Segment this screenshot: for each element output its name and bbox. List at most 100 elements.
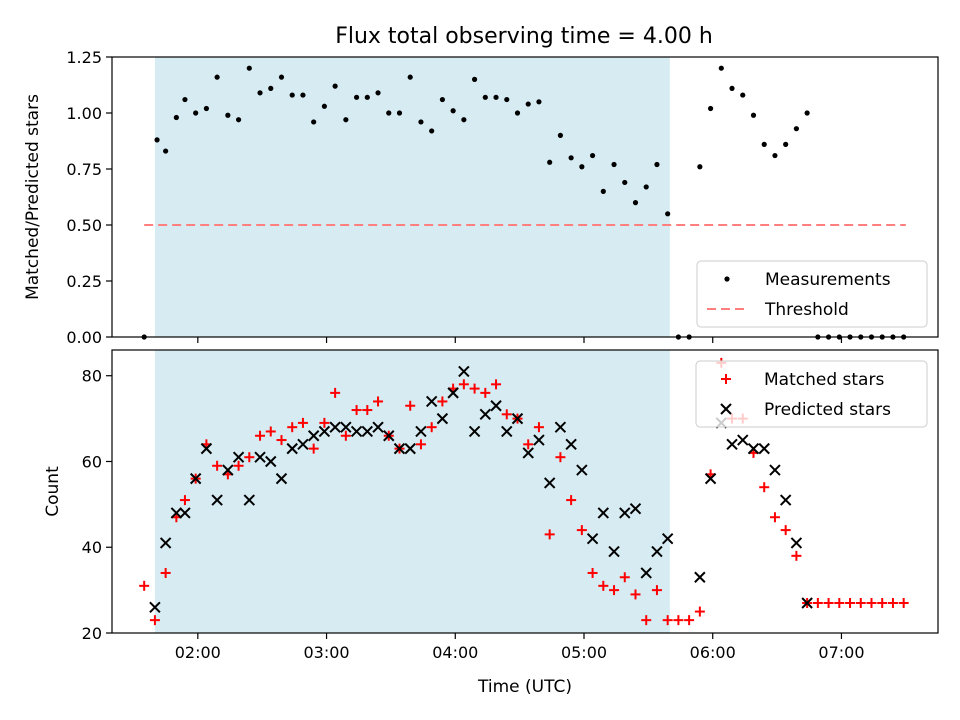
predicted-point-59-b	[801, 597, 813, 609]
top-ytick-label-5: 1.25	[66, 48, 102, 67]
predicted-point-41	[586, 532, 599, 545]
predicted-point-45-b	[629, 502, 642, 515]
measurement-point-28	[439, 96, 445, 103]
bottom-axes-frame	[111, 349, 939, 634]
predicted-point-43	[608, 545, 620, 558]
matched-point-60	[780, 525, 791, 536]
top-ytick-label-2: 0.50	[66, 216, 102, 235]
top-y-axis-label: Matched/Predicted stars	[23, 94, 43, 300]
predicted-point-15-b	[307, 430, 320, 442]
predicted-point-32	[490, 400, 502, 412]
predicted-point-12	[275, 472, 288, 485]
predicted-point-12-b	[275, 472, 288, 485]
predicted-point-55	[758, 442, 770, 455]
predicted-point-17	[329, 421, 341, 433]
measurement-point-40	[568, 155, 574, 161]
predicted-point-41-b	[586, 532, 599, 545]
predicted-point-29-b	[458, 365, 470, 378]
matched-point-15	[297, 417, 308, 428]
measurement-point-54	[718, 65, 724, 71]
bottom-ytick-label-2: 60	[82, 452, 102, 471]
matched-point-30	[458, 379, 469, 390]
predicted-point-42	[597, 507, 610, 519]
predicted-point-1-b	[159, 537, 172, 549]
predicted-point-5	[200, 442, 213, 455]
predicted-point-33-b	[501, 425, 513, 438]
measurement-point-52	[697, 164, 703, 170]
measurement-point-5	[193, 110, 199, 116]
top-legend-label-0: Measurements	[765, 270, 891, 290]
predicted-point-29	[458, 365, 470, 378]
predicted-point-39-b	[565, 438, 577, 451]
predicted-point-2	[170, 507, 183, 519]
predicted-point-55-b	[758, 442, 770, 455]
predicted-point-48-b	[661, 532, 674, 545]
predicted-point-54-b	[747, 442, 760, 455]
measurement-point-11	[257, 90, 263, 96]
predicted-point-9-b	[243, 494, 256, 506]
matched-point-20	[351, 405, 362, 416]
bottom-xtick-label-0: 02:00	[175, 643, 221, 662]
predicted-point-44-b	[619, 507, 631, 519]
matched-point-31	[469, 383, 480, 394]
predicted-point-49	[694, 571, 706, 583]
predicted-point-22	[383, 430, 395, 442]
predicted-point-46-b	[640, 567, 652, 579]
measurement-point-13	[278, 74, 285, 80]
predicted-point-15	[307, 430, 320, 442]
predicted-point-40	[576, 464, 588, 476]
bottom-legend-marker-1-b	[720, 403, 732, 415]
predicted-point-46	[640, 567, 652, 579]
bottom-xtick-label-4: 06:00	[690, 643, 736, 662]
predicted-point-40-b	[576, 464, 588, 476]
top-ytick-label-0: 0.00	[66, 328, 102, 347]
matched-point-18	[330, 387, 341, 398]
measurement-point-48	[654, 161, 660, 168]
matched-point-58	[759, 482, 770, 493]
measurement-point-29	[450, 108, 456, 114]
chart-title: Flux total observing time = 4.00 h	[335, 24, 713, 49]
predicted-point-8	[232, 451, 245, 463]
matched-point-32	[480, 387, 491, 398]
predicted-point-6-b	[211, 494, 223, 506]
matched-point-63	[812, 597, 823, 608]
bottom-legend-marker-1	[720, 403, 732, 415]
measurement-point-26	[418, 119, 424, 125]
predicted-point-27-b	[436, 412, 449, 425]
bottom-legend-label-1: Predicted stars	[764, 400, 891, 420]
matched-point-28	[437, 396, 448, 407]
observing-window-shade-bottom	[154, 350, 670, 633]
matched-point-40	[566, 495, 577, 506]
measurement-point-23	[386, 110, 392, 116]
matched-point-25	[405, 400, 416, 411]
predicted-point-24	[404, 442, 416, 455]
bottom-y-axis-label: Count	[43, 466, 63, 517]
predicted-point-49-b	[694, 571, 706, 583]
measurement-point-34	[504, 96, 510, 103]
matched-point-41	[576, 525, 587, 536]
matched-point-33	[491, 379, 502, 390]
measurement-point-15	[300, 92, 306, 98]
predicted-point-42-b	[597, 507, 610, 519]
measurement-point-9	[235, 117, 242, 123]
predicted-point-23	[393, 442, 406, 455]
matched-point-52	[694, 606, 705, 617]
measurement-point-59	[772, 152, 778, 159]
predicted-point-26-b	[425, 395, 438, 408]
measurement-point-33	[493, 94, 499, 100]
measurement-point-38	[547, 159, 553, 165]
predicted-point-14-b	[297, 438, 309, 451]
matched-point-51	[684, 615, 695, 626]
measurement-point-8	[225, 112, 231, 118]
predicted-point-35-b	[522, 447, 534, 459]
matched-point-1	[149, 615, 160, 626]
predicted-point-52-b	[726, 438, 738, 451]
predicted-point-19	[350, 425, 363, 438]
measurement-point-61	[793, 126, 800, 132]
measurement-point-2	[163, 148, 169, 154]
bottom-marks	[139, 357, 909, 626]
measurement-point-36	[525, 101, 531, 107]
matched-point-7	[212, 460, 223, 471]
matched-point-17	[319, 417, 330, 428]
matched-point-2	[160, 567, 171, 578]
